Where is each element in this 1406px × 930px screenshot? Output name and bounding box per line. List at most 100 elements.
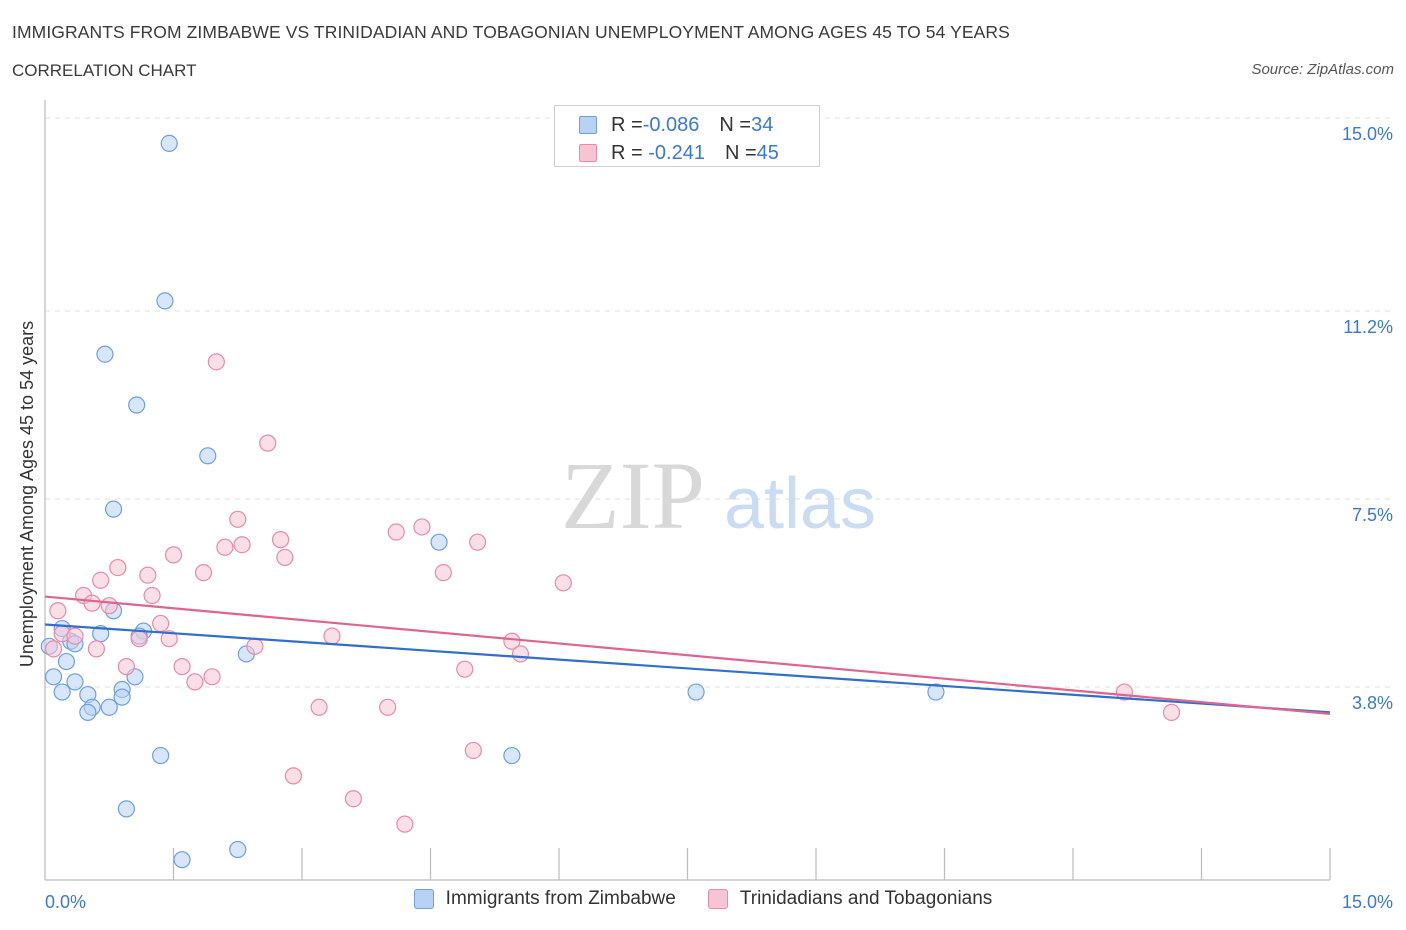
data-point: [194, 564, 213, 582]
data-point: [271, 531, 290, 549]
data-point: [233, 536, 251, 554]
trend-line-trinidad: [44, 595, 1331, 715]
legend-item-zimbabwe: Immigrants from Zimbabwe: [413, 888, 676, 910]
y-tick-label: 7.5%: [1352, 505, 1393, 525]
series-trinidad-points: [44, 353, 1181, 833]
data-point: [160, 134, 178, 152]
data-point: [117, 800, 135, 818]
data-point: [379, 698, 397, 716]
axes: [44, 100, 1331, 881]
n-value: 45: [756, 141, 779, 164]
data-point: [44, 640, 63, 658]
data-point: [186, 673, 204, 691]
r-label: R =: [611, 113, 643, 136]
data-point: [199, 447, 217, 465]
y-tick-label: 3.8%: [1352, 693, 1393, 713]
data-point: [109, 558, 127, 577]
data-point: [173, 851, 191, 869]
data-point: [229, 510, 247, 528]
data-point: [152, 614, 170, 633]
data-point: [554, 574, 572, 592]
data-point: [66, 627, 84, 645]
data-point: [100, 597, 118, 615]
legend-swatch-blue: [579, 116, 597, 134]
data-point: [83, 594, 101, 612]
data-point: [503, 746, 521, 765]
data-point: [203, 668, 221, 686]
r-value: -0.086: [642, 113, 700, 136]
data-point: [259, 434, 277, 452]
r-label: R =: [611, 141, 643, 164]
data-point: [139, 566, 157, 584]
r-value: -0.241: [642, 141, 705, 164]
data-point: [284, 767, 303, 785]
data-point: [1162, 703, 1181, 721]
data-point: [310, 698, 328, 716]
data-point: [434, 564, 452, 582]
data-point: [430, 533, 448, 551]
source-label: Source: ZipAtlas.com: [1251, 61, 1394, 78]
data-point: [927, 683, 945, 701]
grid-lines: [45, 117, 1390, 688]
data-point: [57, 652, 76, 671]
data-point: [469, 533, 487, 551]
legend-row-zimbabwe: R = -0.086 N = 34: [579, 113, 773, 137]
data-point: [387, 523, 405, 541]
watermark-atlas: atlas: [724, 464, 876, 544]
legend-swatch-pink: [579, 144, 597, 162]
data-point: [464, 741, 482, 760]
data-point: [156, 292, 174, 310]
legend-swatch-pink: [707, 889, 728, 909]
watermark-zip: ZIP: [561, 442, 705, 549]
chart-title: IMMIGRANTS FROM ZIMBABWE VS TRINIDADIAN …: [12, 22, 1010, 42]
watermark: ZIP atlas: [561, 442, 876, 549]
tick-labels: 3.8% 7.5% 11.2% 15.0% 0.0% 15.0%: [45, 124, 1393, 912]
data-point: [246, 637, 264, 655]
data-point: [152, 746, 170, 765]
data-point: [687, 683, 705, 701]
data-point: [44, 668, 63, 686]
data-point: [87, 640, 106, 658]
data-point: [323, 627, 341, 645]
data-point: [216, 538, 234, 556]
data-point: [164, 546, 183, 564]
x-tick-label: 0.0%: [45, 892, 86, 912]
data-point: [79, 703, 97, 721]
data-point: [100, 698, 118, 716]
n-label: N =: [719, 113, 752, 136]
data-point: [456, 660, 474, 678]
correlation-legend: R = -0.086 N = 34 R = -0.241 N = 45: [554, 105, 820, 167]
data-point: [413, 518, 431, 536]
legend-row-trinidad: R = -0.241 N = 45: [579, 141, 779, 165]
data-point: [113, 688, 131, 706]
data-point: [229, 840, 247, 859]
data-point: [396, 815, 414, 833]
x-tick-label: 15.0%: [1342, 892, 1393, 912]
data-point: [173, 658, 191, 676]
data-point: [49, 602, 67, 620]
data-point: [96, 345, 114, 363]
data-point: [130, 630, 148, 648]
data-point: [92, 571, 110, 589]
y-tick-label: 15.0%: [1342, 124, 1393, 144]
trend-line-zimbabwe: [44, 623, 1331, 714]
data-point: [511, 645, 530, 663]
y-tick-label: 11.2%: [1343, 317, 1393, 337]
chart-subtitle: CORRELATION CHART: [12, 61, 197, 80]
data-point: [207, 353, 225, 371]
data-point: [344, 790, 362, 808]
data-point: [128, 396, 146, 414]
data-point: [160, 630, 178, 648]
legend-label-trinidad: Trinidadians and Tobagonians: [739, 888, 993, 909]
legend-label-zimbabwe: Immigrants from Zimbabwe: [445, 888, 676, 909]
data-point: [143, 586, 161, 605]
data-point: [104, 500, 123, 518]
data-point: [117, 658, 135, 676]
data-point: [503, 632, 521, 650]
data-point: [53, 683, 71, 701]
legend-item-trinidad: Trinidadians and Tobagonians: [707, 888, 993, 910]
data-point: [276, 548, 294, 567]
series-legend: Immigrants from Zimbabwe Trinidadians an…: [0, 888, 1406, 910]
trend-lines: [44, 595, 1331, 715]
